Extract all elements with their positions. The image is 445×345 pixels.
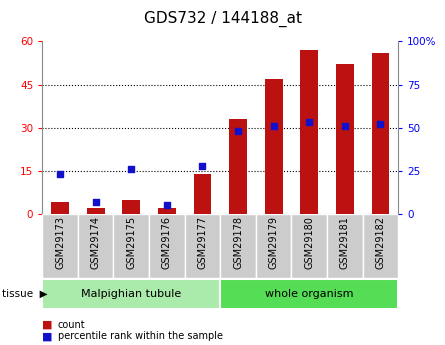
Point — [163, 203, 170, 208]
Bar — [220, 279, 398, 309]
Text: percentile rank within the sample: percentile rank within the sample — [58, 332, 223, 341]
Text: GSM29180: GSM29180 — [304, 216, 314, 269]
Text: GSM29176: GSM29176 — [162, 216, 172, 269]
Point — [128, 166, 135, 172]
Bar — [78, 214, 113, 278]
Bar — [122, 199, 140, 214]
Bar — [265, 79, 283, 214]
Text: GDS732 / 144188_at: GDS732 / 144188_at — [143, 10, 302, 27]
Point — [306, 120, 313, 125]
Bar — [300, 50, 318, 214]
Point — [199, 163, 206, 168]
Bar — [51, 203, 69, 214]
Point — [377, 121, 384, 127]
Bar — [42, 279, 220, 309]
Bar — [229, 119, 247, 214]
Point — [235, 128, 242, 134]
Text: GSM29179: GSM29179 — [269, 216, 279, 269]
Bar — [291, 214, 327, 278]
Bar — [149, 214, 185, 278]
Bar — [113, 214, 149, 278]
Text: GSM29173: GSM29173 — [55, 216, 65, 269]
Text: GSM29178: GSM29178 — [233, 216, 243, 269]
Text: count: count — [58, 320, 85, 330]
Bar — [194, 174, 211, 214]
Bar — [327, 214, 363, 278]
Bar — [336, 65, 354, 214]
Bar — [185, 214, 220, 278]
Text: Malpighian tubule: Malpighian tubule — [81, 289, 182, 299]
Bar — [363, 214, 398, 278]
Text: whole organism: whole organism — [265, 289, 353, 299]
Bar — [220, 214, 256, 278]
Bar — [158, 208, 176, 214]
Point — [341, 123, 348, 129]
Text: GSM29175: GSM29175 — [126, 216, 136, 269]
Text: tissue  ▶: tissue ▶ — [2, 289, 48, 299]
Text: GSM29177: GSM29177 — [198, 216, 207, 269]
Point — [92, 199, 99, 205]
Text: ■: ■ — [42, 320, 53, 330]
Text: GSM29182: GSM29182 — [376, 216, 385, 269]
Point — [57, 171, 64, 177]
Bar — [372, 53, 389, 214]
Text: GSM29174: GSM29174 — [91, 216, 101, 269]
Text: ■: ■ — [42, 332, 53, 341]
Bar — [42, 214, 78, 278]
Bar — [256, 214, 291, 278]
Bar — [87, 208, 105, 214]
Point — [270, 123, 277, 129]
Text: GSM29181: GSM29181 — [340, 216, 350, 269]
